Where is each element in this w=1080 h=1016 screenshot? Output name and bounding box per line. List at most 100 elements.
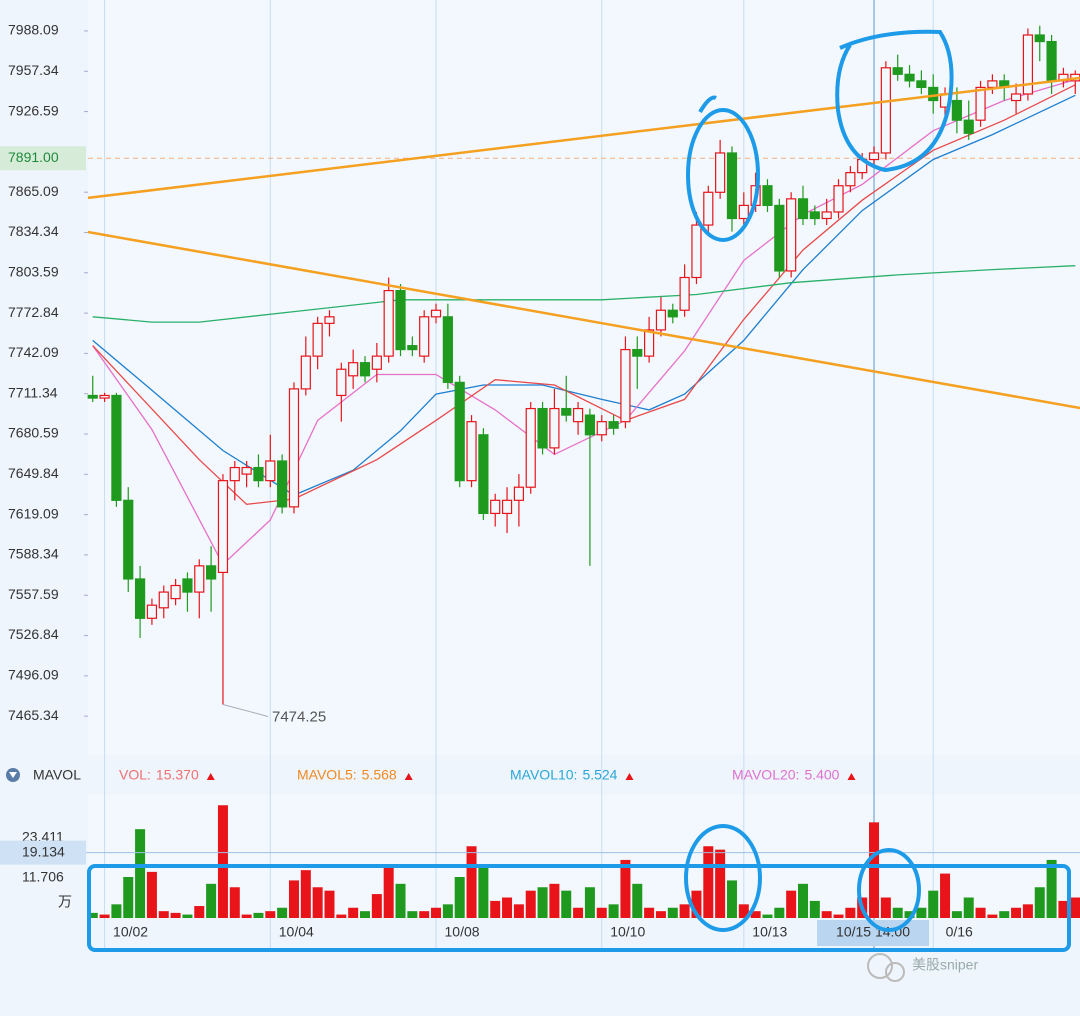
ma-line bbox=[92, 265, 1076, 323]
candle-body bbox=[762, 185, 773, 206]
candle-body bbox=[679, 276, 690, 311]
volume-bar bbox=[975, 907, 986, 918]
candle-body bbox=[501, 499, 513, 515]
candle-body bbox=[466, 421, 477, 482]
candle-body bbox=[786, 198, 797, 272]
candle-body bbox=[738, 204, 749, 220]
candle-body bbox=[774, 204, 785, 272]
volume-bar bbox=[596, 907, 607, 918]
candle-body bbox=[809, 211, 820, 220]
annotation-circle bbox=[857, 848, 921, 932]
volume-bar bbox=[1070, 897, 1080, 918]
candle-body bbox=[277, 460, 288, 508]
volume-bar bbox=[809, 900, 820, 918]
candle-body bbox=[928, 86, 939, 102]
annotation-circle bbox=[684, 824, 762, 932]
candle-body bbox=[987, 80, 998, 89]
volume-bar bbox=[797, 883, 808, 918]
candle-body bbox=[454, 381, 465, 482]
candle-body bbox=[1046, 40, 1057, 82]
candle-body bbox=[892, 67, 903, 75]
candle-body bbox=[608, 421, 619, 429]
volume-bar bbox=[99, 914, 110, 918]
volume-tick-label: 11.706 bbox=[22, 869, 64, 885]
candle-body bbox=[348, 362, 359, 377]
volume-bar bbox=[667, 907, 678, 918]
watermark: 美股sniper bbox=[912, 957, 978, 973]
volume-bar bbox=[644, 907, 655, 918]
candle-body bbox=[194, 565, 205, 593]
volume-bar bbox=[265, 911, 276, 918]
volume-bar bbox=[620, 859, 631, 918]
volume-bar bbox=[241, 914, 252, 918]
candle-body bbox=[478, 434, 489, 515]
volume-bar bbox=[502, 897, 513, 918]
candle-body bbox=[880, 67, 891, 154]
volume-bar bbox=[904, 911, 915, 918]
volume-bar bbox=[111, 904, 122, 918]
volume-bar bbox=[182, 914, 193, 918]
candle-body bbox=[253, 466, 264, 482]
candle-body bbox=[1022, 34, 1034, 95]
volume-bar bbox=[525, 890, 536, 918]
volume-bar bbox=[431, 907, 442, 918]
volume-bar bbox=[750, 911, 761, 918]
candle-body bbox=[123, 499, 134, 580]
low-label: 7474.25 bbox=[272, 708, 326, 725]
volume-bar bbox=[845, 907, 856, 918]
legend-label: MAVOL5: bbox=[297, 767, 357, 783]
trendline bbox=[87, 76, 1080, 200]
legend-value: 5.524 bbox=[582, 767, 617, 783]
candle-body bbox=[845, 172, 856, 187]
candle-body bbox=[300, 355, 311, 390]
candle-body bbox=[715, 152, 726, 193]
volume-cursor-bg bbox=[0, 840, 86, 865]
candle-body bbox=[288, 388, 300, 508]
watermark-icon bbox=[867, 953, 893, 979]
volume-bar bbox=[916, 907, 927, 918]
candle-body bbox=[336, 368, 347, 397]
legend-value: 15.370 bbox=[156, 767, 199, 783]
legend-value: 5.400 bbox=[804, 767, 839, 783]
candle-body bbox=[170, 584, 181, 600]
volume-bar bbox=[490, 900, 501, 918]
y-tick-label: 7526.84 bbox=[8, 626, 59, 642]
volume-bar bbox=[217, 805, 228, 918]
volume-bar bbox=[561, 890, 572, 918]
volume-bar bbox=[655, 911, 666, 918]
low-leader bbox=[222, 703, 269, 717]
volume-bar bbox=[1058, 900, 1069, 918]
volume-bar bbox=[762, 914, 773, 918]
legend-up-arrow bbox=[206, 773, 215, 780]
legend-up-arrow bbox=[625, 773, 634, 780]
y-tick-label: 7619.09 bbox=[8, 505, 59, 521]
candle-body bbox=[1010, 93, 1022, 102]
annotation-circle bbox=[686, 108, 760, 242]
candle-body bbox=[655, 309, 667, 331]
volume-bar bbox=[940, 873, 951, 918]
candle-body bbox=[572, 407, 584, 423]
volume-bar bbox=[442, 904, 453, 918]
current-price-bg bbox=[0, 146, 86, 171]
candle-body bbox=[549, 407, 560, 449]
x-tick-label: 10/04 bbox=[279, 924, 314, 940]
volume-bar bbox=[478, 866, 489, 918]
candle-body bbox=[241, 466, 252, 475]
volume-bar bbox=[135, 829, 146, 918]
candle-body bbox=[229, 466, 240, 482]
candle-body bbox=[395, 289, 406, 351]
candle-body bbox=[904, 73, 915, 82]
candle-body bbox=[419, 316, 430, 357]
x-tick-label: 10/15 14:00 bbox=[836, 924, 910, 940]
volume-bar bbox=[537, 887, 548, 918]
candle-body bbox=[691, 224, 702, 279]
candle-body bbox=[726, 152, 738, 220]
y-tick-label: 7957.34 bbox=[8, 62, 59, 78]
y-tick-label: 7711.34 bbox=[8, 384, 58, 400]
volume-bar bbox=[987, 914, 998, 918]
volume-bar bbox=[869, 822, 880, 918]
candle-body bbox=[513, 486, 524, 501]
volume-bar bbox=[395, 883, 406, 918]
volume-bar bbox=[951, 911, 962, 918]
volume-bar bbox=[123, 877, 134, 918]
